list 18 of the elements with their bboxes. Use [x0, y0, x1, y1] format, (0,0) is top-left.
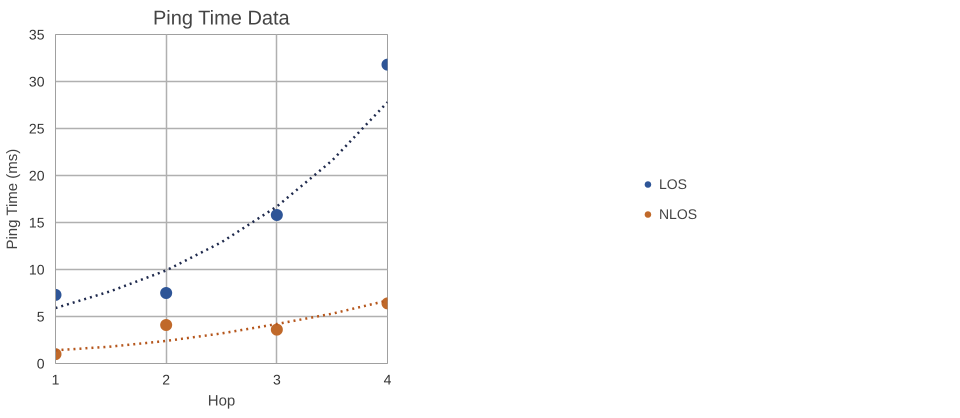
legend-label: LOS — [658, 176, 687, 192]
legend-label: NLOS — [658, 206, 698, 222]
y-axis-title: Ping Time (ms) — [4, 148, 21, 250]
y-tick-label: 35 — [28, 26, 45, 42]
y-tick-label: 30 — [28, 74, 45, 90]
y-tick-label: 10 — [28, 262, 45, 278]
x-tick-label: 1 — [52, 372, 60, 388]
y-tick-label: 15 — [28, 214, 45, 230]
x-tick-label: 3 — [272, 372, 281, 388]
y-tick-label: 20 — [28, 168, 45, 184]
y-tick-label: 5 — [36, 308, 45, 324]
y-tick-label: 25 — [28, 120, 45, 136]
line-series — [56, 100, 388, 310]
x-tick-label: 2 — [162, 372, 170, 388]
x-axis-title: Hop — [208, 392, 236, 410]
chart-title: Ping Time Data — [152, 8, 291, 30]
y-tick-label: 0 — [36, 356, 45, 372]
x-tick-label: 4 — [384, 372, 392, 388]
